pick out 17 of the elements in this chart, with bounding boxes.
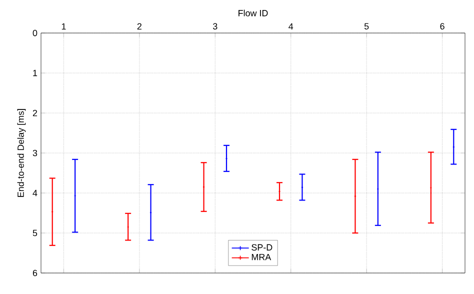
x-tick-label: 3: [212, 23, 218, 30]
y-tick-label: 1: [33, 70, 38, 76]
x-tick-label: 2: [137, 23, 142, 30]
x-tick-label: 4: [288, 23, 294, 30]
y-tick-label: 3: [32, 150, 38, 156]
x-tick-label: 1: [62, 23, 66, 30]
y-tick-label: 4: [32, 190, 38, 196]
legend-label: MRA: [252, 254, 272, 260]
legend-label: SP-D: [252, 244, 272, 251]
y-tick-label: 2: [32, 110, 38, 116]
y-tick-label: 0: [32, 30, 38, 36]
y-tick-label: 6: [32, 270, 38, 276]
y-tick-label: 5: [32, 230, 38, 236]
y-axis-title: End-to-end Delay [ms]: [17, 109, 26, 197]
x-tick-label: 6: [440, 23, 444, 30]
x-tick-label: 5: [364, 23, 369, 30]
x-axis-title: Flow ID: [238, 10, 268, 16]
